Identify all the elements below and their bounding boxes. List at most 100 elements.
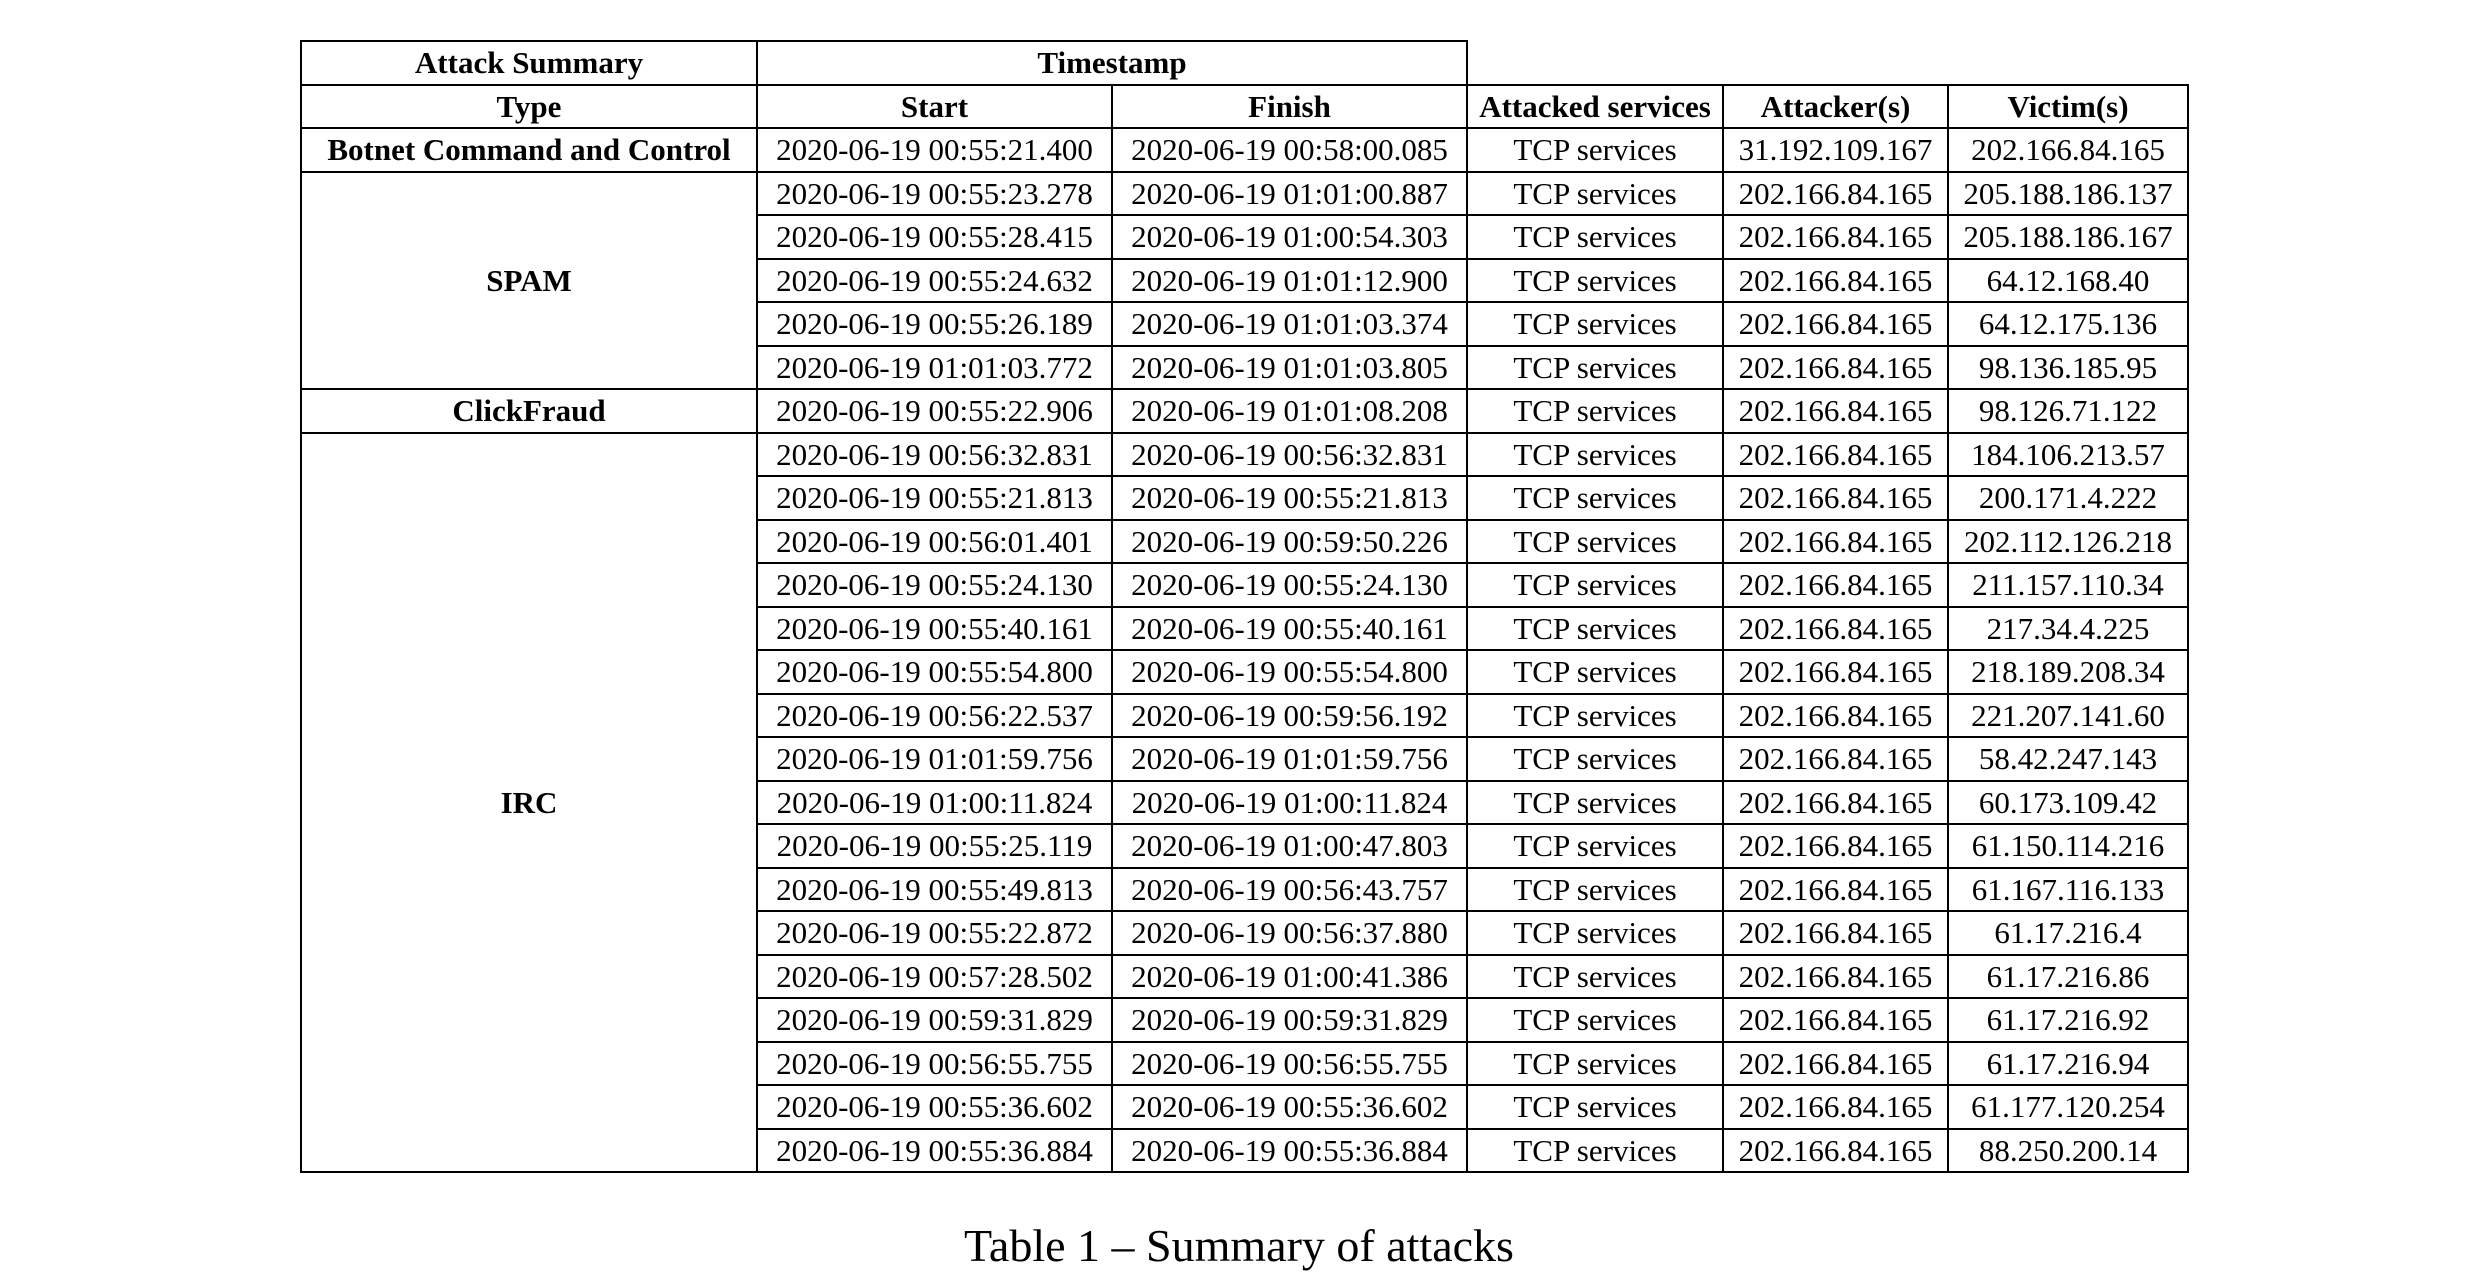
finish-cell: 2020-06-19 00:56:37.880 bbox=[1111, 910, 1468, 956]
column-header-attackers: Attacker(s) bbox=[1722, 83, 1949, 129]
finish-cell: 2020-06-19 01:00:47.803 bbox=[1111, 823, 1468, 869]
table-row: 2020-06-19 00:55:26.189 2020-06-19 01:01:… bbox=[301, 301, 2189, 347]
attacked-services-cell: TCP services bbox=[1466, 1040, 1724, 1086]
victim-cell: 205.188.186.167 bbox=[1947, 214, 2189, 260]
victim-cell: 61.150.114.216 bbox=[1947, 823, 2189, 869]
start-cell: 2020-06-19 00:55:54.800 bbox=[756, 649, 1113, 695]
table-caption: Table 1 – Summary of attacks bbox=[964, 1220, 1514, 1271]
table-row: IRC 2020-06-19 00:56:32.831 2020-06-19 00:… bbox=[300, 431, 2189, 1173]
attacked-services-cell: TCP services bbox=[1466, 692, 1724, 738]
table-row: 2020-06-19 00:55:24.632 2020-06-19 01:01:… bbox=[301, 257, 2189, 303]
attacked-services-cell: TCP services bbox=[1466, 214, 1724, 260]
attacked-services-cell: TCP services bbox=[1466, 823, 1724, 869]
victim-cell: 64.12.168.40 bbox=[1947, 257, 2189, 303]
victim-cell: 205.188.186.137 bbox=[1947, 170, 2189, 216]
table-row: 2020-06-19 00:55:24.130 2020-06-19 00:55:… bbox=[301, 562, 2189, 608]
column-header-row: Type Start Finish Attacked services Atta… bbox=[300, 83, 2189, 129]
finish-cell: 2020-06-19 00:59:50.226 bbox=[1111, 518, 1468, 564]
start-cell: 2020-06-19 00:55:26.189 bbox=[756, 301, 1113, 347]
victim-cell: 58.42.247.143 bbox=[1947, 736, 2189, 782]
finish-cell: 2020-06-19 00:56:32.831 bbox=[1111, 431, 1468, 477]
attacked-services-cell: TCP services bbox=[1466, 736, 1724, 782]
column-header-start: Start bbox=[756, 83, 1113, 129]
start-cell: 2020-06-19 00:55:23.278 bbox=[756, 170, 1113, 216]
attacked-services-cell: TCP services bbox=[1466, 779, 1724, 825]
group-header-row: Attack Summary Timestamp bbox=[300, 40, 2188, 86]
start-cell: 2020-06-19 00:56:55.755 bbox=[756, 1040, 1113, 1086]
table-row: 2020-06-19 00:59:31.829 2020-06-19 00:59:… bbox=[301, 997, 2189, 1043]
attacker-cell: 202.166.84.165 bbox=[1722, 257, 1949, 303]
finish-cell: 2020-06-19 00:56:43.757 bbox=[1111, 866, 1468, 912]
finish-cell: 2020-06-19 00:55:40.161 bbox=[1111, 605, 1468, 651]
table-row: 2020-06-19 00:55:21.813 2020-06-19 00:55:… bbox=[301, 475, 2189, 521]
attacked-services-cell: TCP services bbox=[1466, 562, 1724, 608]
empty-header-cell bbox=[1466, 41, 2188, 86]
victim-cell: 61.17.216.94 bbox=[1947, 1040, 2189, 1086]
column-header-victims: Victim(s) bbox=[1947, 83, 2189, 129]
victim-cell: 61.17.216.4 bbox=[1947, 910, 2189, 956]
start-cell: 2020-06-19 01:00:11.824 bbox=[756, 779, 1113, 825]
start-cell: 2020-06-19 01:01:03.772 bbox=[756, 344, 1113, 390]
finish-cell: 2020-06-19 00:55:54.800 bbox=[1111, 649, 1468, 695]
finish-cell: 2020-06-19 01:00:54.303 bbox=[1111, 214, 1468, 260]
attacked-services-cell: TCP services bbox=[1466, 431, 1724, 477]
table-row: 2020-06-19 00:56:22.537 2020-06-19 00:59:… bbox=[301, 692, 2189, 738]
attacker-cell: 202.166.84.165 bbox=[1722, 344, 1949, 390]
attacker-cell: 202.166.84.165 bbox=[1722, 170, 1949, 216]
table-body: Botnet Command and Control 2020-06-19 00:… bbox=[300, 127, 2189, 1173]
start-cell: 2020-06-19 00:55:22.906 bbox=[756, 388, 1113, 434]
start-cell: 2020-06-19 00:57:28.502 bbox=[756, 953, 1113, 999]
attack-summary-header: Attack Summary bbox=[300, 40, 758, 86]
start-cell: 2020-06-19 00:55:24.130 bbox=[756, 562, 1113, 608]
start-cell: 2020-06-19 00:56:01.401 bbox=[756, 518, 1113, 564]
table-row: 2020-06-19 01:01:03.772 2020-06-19 01:01:… bbox=[301, 344, 2189, 390]
column-header-finish: Finish bbox=[1111, 83, 1468, 129]
timestamp-header: Timestamp bbox=[756, 40, 1468, 86]
attacked-services-cell: TCP services bbox=[1466, 301, 1724, 347]
finish-cell: 2020-06-19 01:01:03.374 bbox=[1111, 301, 1468, 347]
attacker-cell: 202.166.84.165 bbox=[1722, 866, 1949, 912]
attacker-cell: 202.166.84.165 bbox=[1722, 475, 1949, 521]
finish-cell: 2020-06-19 00:55:21.813 bbox=[1111, 475, 1468, 521]
table-row: 2020-06-19 00:55:40.161 2020-06-19 00:55:… bbox=[301, 605, 2189, 651]
finish-cell: 2020-06-19 01:01:59.756 bbox=[1111, 736, 1468, 782]
table-row: Botnet Command and Control 2020-06-19 00:… bbox=[300, 127, 2189, 173]
start-cell: 2020-06-19 00:55:36.602 bbox=[756, 1084, 1113, 1130]
finish-cell: 2020-06-19 01:01:03.805 bbox=[1111, 344, 1468, 390]
column-header-type: Type bbox=[300, 83, 758, 129]
attacker-cell: 202.166.84.165 bbox=[1722, 301, 1949, 347]
start-cell: 2020-06-19 00:55:49.813 bbox=[756, 866, 1113, 912]
attacked-services-cell: TCP services bbox=[1466, 127, 1724, 173]
column-header-attacked-services: Attacked services bbox=[1466, 83, 1724, 129]
finish-cell: 2020-06-19 00:58:00.085 bbox=[1111, 127, 1468, 173]
finish-cell: 2020-06-19 00:59:31.829 bbox=[1111, 997, 1468, 1043]
table-row: ClickFraud 2020-06-19 00:55:22.906 2020-06… bbox=[300, 388, 2189, 434]
attacked-services-cell: TCP services bbox=[1466, 344, 1724, 390]
attacked-services-cell: TCP services bbox=[1466, 170, 1724, 216]
attacker-cell: 202.166.84.165 bbox=[1722, 910, 1949, 956]
table-row: 2020-06-19 00:55:36.602 2020-06-19 00:55:… bbox=[301, 1084, 2189, 1130]
attack-summary-table: Attack Summary Timestamp Type Start Fini… bbox=[300, 40, 2189, 1173]
victim-cell: 61.17.216.92 bbox=[1947, 997, 2189, 1043]
attacker-cell: 202.166.84.165 bbox=[1722, 431, 1949, 477]
victim-cell: 61.167.116.133 bbox=[1947, 866, 2189, 912]
victim-cell: 200.171.4.222 bbox=[1947, 475, 2189, 521]
start-cell: 2020-06-19 00:55:21.400 bbox=[756, 127, 1113, 173]
table-row: 2020-06-19 01:01:59.756 2020-06-19 01:01:… bbox=[301, 736, 2189, 782]
attacker-cell: 202.166.84.165 bbox=[1722, 823, 1949, 869]
attacked-services-cell: TCP services bbox=[1466, 1084, 1724, 1130]
finish-cell: 2020-06-19 00:55:24.130 bbox=[1111, 562, 1468, 608]
attacked-services-cell: TCP services bbox=[1466, 257, 1724, 303]
attacked-services-cell: TCP services bbox=[1466, 388, 1724, 434]
table-row: 2020-06-19 00:56:01.401 2020-06-19 00:59:… bbox=[301, 518, 2189, 564]
finish-cell: 2020-06-19 01:00:41.386 bbox=[1111, 953, 1468, 999]
finish-cell: 2020-06-19 01:00:11.824 bbox=[1111, 779, 1468, 825]
finish-cell: 2020-06-19 01:01:12.900 bbox=[1111, 257, 1468, 303]
start-cell: 2020-06-19 00:55:21.813 bbox=[756, 475, 1113, 521]
table-row: SPAM 2020-06-19 00:55:23.278 2020-06-19 01… bbox=[300, 170, 2189, 390]
attack-type-cell: Botnet Command and Control bbox=[300, 127, 758, 173]
attacker-cell: 202.166.84.165 bbox=[1722, 736, 1949, 782]
start-cell: 2020-06-19 00:56:22.537 bbox=[756, 692, 1113, 738]
attacker-cell: 31.192.109.167 bbox=[1722, 127, 1949, 173]
attacker-cell: 202.166.84.165 bbox=[1722, 997, 1949, 1043]
